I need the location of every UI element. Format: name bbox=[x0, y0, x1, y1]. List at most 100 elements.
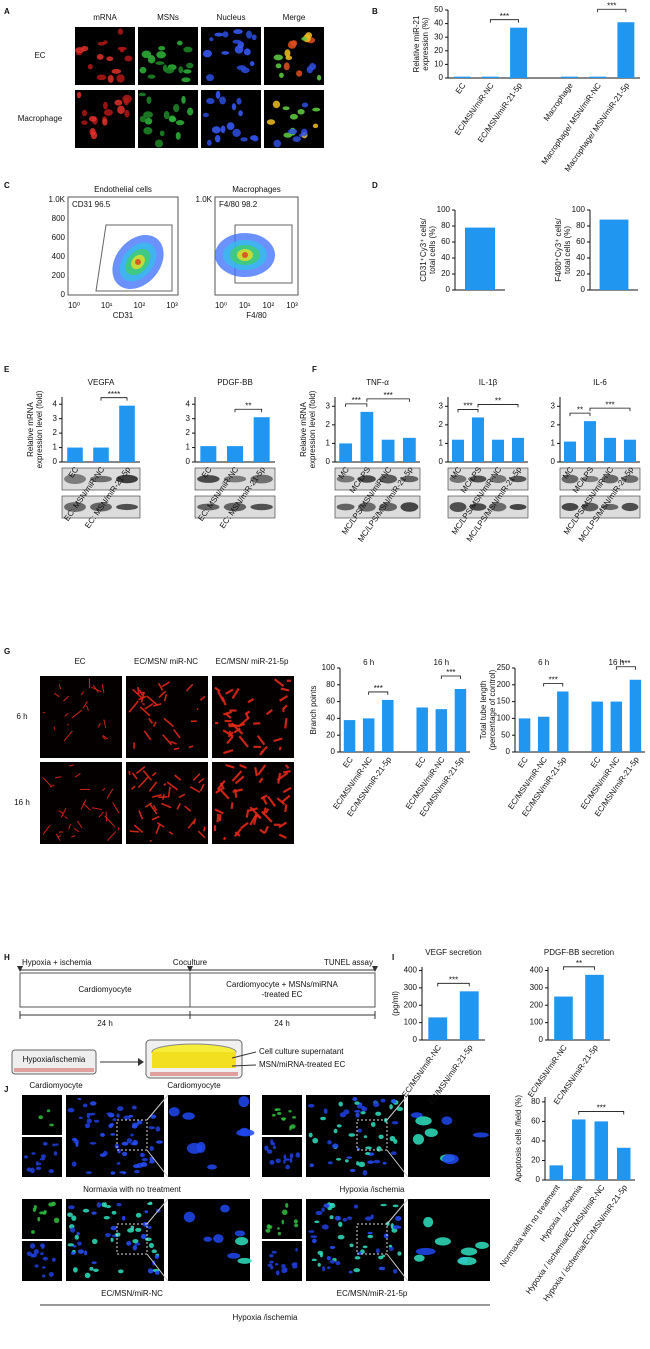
cell bbox=[71, 1161, 77, 1167]
column-header: EC bbox=[74, 657, 85, 666]
tube bbox=[203, 826, 206, 832]
significance-bracket bbox=[589, 407, 631, 412]
y-tick-label: 80 bbox=[326, 680, 335, 689]
y-tick-label: 150 bbox=[497, 697, 511, 706]
significance-label: *** bbox=[500, 12, 509, 21]
chart-title: VEGFA bbox=[88, 378, 115, 387]
tube bbox=[102, 735, 109, 740]
cell bbox=[380, 1098, 386, 1103]
cell bbox=[42, 1256, 49, 1261]
cell bbox=[178, 66, 184, 74]
cell bbox=[137, 1120, 143, 1125]
tube bbox=[163, 783, 167, 787]
x-tick-label: 10⁰ bbox=[68, 301, 80, 310]
cell bbox=[312, 1137, 319, 1144]
bar bbox=[481, 76, 499, 78]
cell bbox=[326, 1266, 331, 1270]
cell bbox=[89, 1112, 96, 1116]
cell bbox=[173, 103, 180, 113]
cell bbox=[274, 1262, 279, 1266]
cell bbox=[311, 1258, 317, 1262]
cell bbox=[342, 1217, 348, 1222]
tube bbox=[64, 712, 69, 717]
significance-bracket bbox=[489, 19, 519, 23]
cell bbox=[331, 1143, 339, 1149]
cell bbox=[31, 1152, 36, 1155]
tube bbox=[238, 735, 249, 748]
panel-letter: C bbox=[4, 181, 10, 190]
tube bbox=[128, 770, 131, 775]
tube bbox=[225, 688, 234, 695]
cell bbox=[415, 1247, 436, 1256]
cell bbox=[265, 1228, 271, 1233]
micrograph bbox=[262, 1199, 302, 1239]
duration: 24 h bbox=[274, 1019, 290, 1028]
cell bbox=[117, 105, 125, 115]
x-tick-label: 10¹ bbox=[239, 301, 251, 310]
callout bbox=[231, 1051, 257, 1059]
significance-bracket bbox=[345, 403, 368, 407]
y-axis-label: Relative mRNA bbox=[26, 402, 35, 457]
cell bbox=[334, 1215, 341, 1221]
zoom-box bbox=[116, 1223, 148, 1255]
tube bbox=[198, 777, 205, 784]
band bbox=[357, 502, 376, 512]
cell bbox=[183, 46, 193, 53]
bar bbox=[624, 439, 636, 462]
cell bbox=[321, 1207, 325, 1212]
tube bbox=[73, 827, 80, 833]
cell bbox=[93, 1268, 99, 1272]
band bbox=[489, 474, 507, 484]
tube bbox=[218, 814, 222, 822]
y-tick-label: 0 bbox=[539, 1035, 544, 1044]
cell bbox=[76, 91, 82, 99]
tube bbox=[152, 793, 162, 798]
band bbox=[601, 503, 619, 511]
cell bbox=[183, 69, 192, 74]
x-axis-label: CD31 bbox=[113, 311, 134, 320]
zoom-line bbox=[386, 1253, 409, 1282]
cell bbox=[226, 122, 235, 130]
cell bbox=[288, 128, 298, 135]
tube bbox=[76, 820, 83, 829]
cell bbox=[26, 1251, 32, 1257]
tube bbox=[187, 819, 196, 829]
cell bbox=[121, 1141, 129, 1146]
cell bbox=[94, 1119, 100, 1123]
cell bbox=[132, 1244, 138, 1251]
cell bbox=[155, 61, 165, 65]
cell bbox=[26, 1167, 32, 1172]
tube bbox=[148, 781, 158, 792]
cell bbox=[357, 1251, 363, 1256]
micrograph bbox=[66, 1095, 164, 1177]
bar bbox=[549, 1165, 563, 1180]
micrograph bbox=[40, 762, 122, 844]
cell bbox=[146, 96, 152, 104]
cell bbox=[301, 102, 309, 108]
band bbox=[489, 502, 507, 512]
significance-bracket bbox=[543, 683, 564, 687]
cell bbox=[335, 1157, 342, 1161]
cell bbox=[269, 1254, 274, 1258]
column-header: EC/MSN/ miR-NC bbox=[134, 657, 198, 666]
cell bbox=[329, 1245, 336, 1250]
tube bbox=[68, 764, 75, 767]
cell bbox=[365, 1146, 373, 1150]
cell bbox=[348, 1270, 353, 1274]
tube bbox=[254, 767, 258, 777]
tube bbox=[237, 716, 250, 728]
cell bbox=[392, 1225, 400, 1230]
cell-layer bbox=[150, 1072, 238, 1076]
cell bbox=[373, 1099, 377, 1103]
bar bbox=[617, 1147, 631, 1180]
row-label: Macrophage bbox=[18, 114, 63, 123]
cell bbox=[159, 130, 165, 137]
y-axis-label: Branch points bbox=[309, 686, 318, 735]
cell bbox=[271, 1113, 276, 1117]
y-tick-label: 1 bbox=[186, 443, 191, 452]
tube bbox=[167, 786, 171, 798]
cell bbox=[158, 45, 166, 51]
y-tick-label: 3 bbox=[186, 414, 191, 423]
band bbox=[581, 502, 599, 512]
tube bbox=[103, 719, 107, 729]
